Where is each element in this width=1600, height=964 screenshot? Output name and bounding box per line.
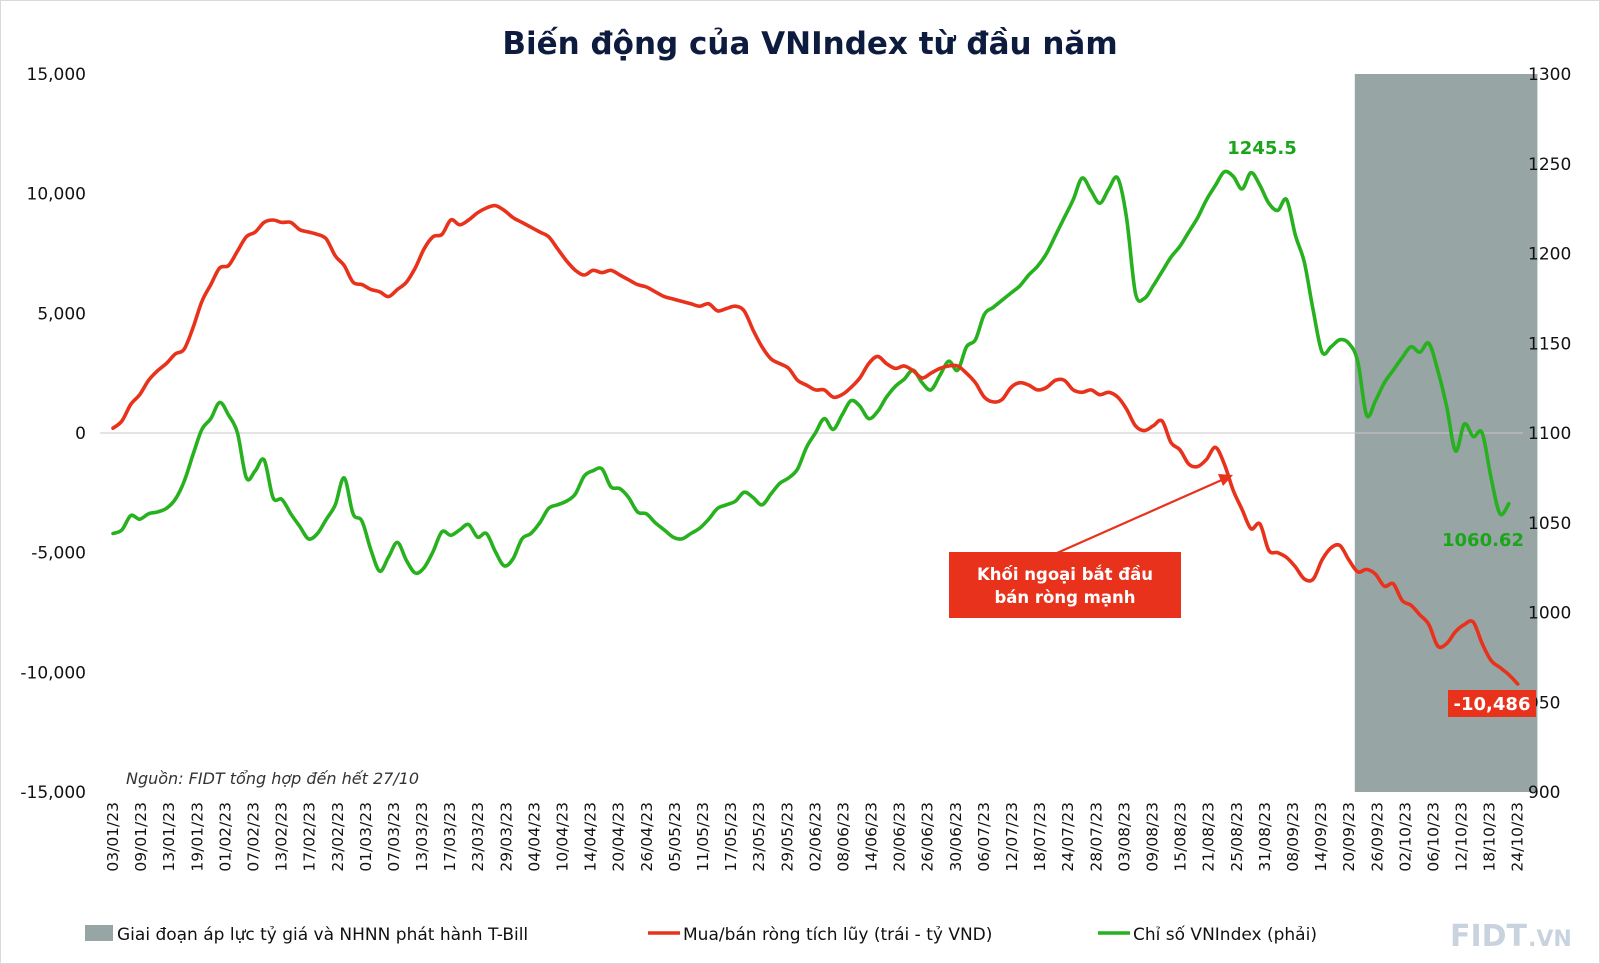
x-axis-tick-label: 12/07/23 [1003, 802, 1021, 872]
x-axis-tick-label: 21/08/23 [1200, 802, 1218, 872]
left-axis-tick-label: -15,000 [20, 783, 86, 803]
right-axis-tick-label: 1300 [1528, 65, 1571, 85]
x-axis-tick-label: 11/05/23 [694, 802, 712, 872]
end-flow-value-box [1448, 690, 1536, 717]
x-axis-tick-label: 26/09/23 [1368, 802, 1386, 872]
x-axis-tick-label: 17/05/23 [722, 802, 740, 872]
x-axis-tick-label: 01/03/23 [357, 802, 375, 872]
callout-box [949, 552, 1181, 618]
right-axis-tick-label: 900 [1528, 783, 1560, 803]
end-flow-value-label: -10,486 [1454, 694, 1531, 715]
series-line-net-flow [111, 203, 1520, 686]
callout-arrow [1056, 477, 1225, 555]
x-axis-tick-label: 13/01/23 [160, 802, 178, 872]
x-axis-tick-label: 02/06/23 [806, 802, 824, 872]
x-axis-tick-label: 30/06/23 [947, 802, 965, 872]
x-axis-tick-label: 25/08/23 [1228, 802, 1246, 872]
x-axis-tick-label: 15/08/23 [1172, 802, 1190, 872]
x-axis-tick-label: 23/05/23 [750, 802, 768, 872]
x-axis-tick-label: 14/06/23 [863, 802, 881, 872]
left-axis-tick-label: 10,000 [27, 185, 86, 205]
brand-logo-main: FIDT [1450, 919, 1528, 954]
right-axis-tick-label: 1200 [1528, 245, 1571, 265]
x-axis-tick-label: 28/07/23 [1087, 802, 1105, 872]
right-axis-tick-label: 1050 [1528, 514, 1571, 534]
x-axis-tick-label: 09/08/23 [1144, 802, 1162, 872]
x-axis-tick-label: 02/10/23 [1396, 802, 1414, 872]
brand-logo-suffix: .VN [1528, 927, 1572, 952]
x-axis-tick-label: 18/10/23 [1481, 802, 1499, 872]
right-axis-tick-label: 1100 [1528, 424, 1571, 444]
x-axis-tick-label: 09/01/23 [132, 802, 150, 872]
brand-logo: FIDT .VN [1450, 919, 1572, 954]
x-axis-tick-label: 03/08/23 [1115, 802, 1133, 872]
x-axis-tick-label: 20/09/23 [1340, 802, 1358, 872]
left-axis-tick-label: -5,000 [31, 544, 86, 564]
x-axis-tick-label: 12/10/23 [1453, 802, 1471, 872]
x-axis-tick-label: 23/02/23 [329, 802, 347, 872]
x-axis-tick-label: 10/04/23 [554, 802, 572, 872]
x-axis-tick-label: 29/05/23 [778, 802, 796, 872]
chart-title: Biến động của VNIndex từ đầu năm [502, 26, 1117, 62]
right-axis-tick-label: 1250 [1528, 155, 1571, 175]
left-axis-tick-label: 15,000 [27, 65, 86, 85]
legend-label-index: Chỉ số VNIndex (phải) [1133, 924, 1317, 945]
legend-label-flow: Mua/bán ròng tích lũy (trái - tỷ VND) [683, 925, 992, 945]
source-note: Nguồn: FIDT tổng hợp đến hết 27/10 [126, 769, 419, 788]
left-axis-tick-label: 0 [75, 424, 86, 444]
x-axis-tick-label: 14/04/23 [582, 802, 600, 872]
x-axis-tick-label: 17/03/23 [441, 802, 459, 872]
x-axis-tick-label: 18/07/23 [1031, 802, 1049, 872]
legend-swatch-shaded [85, 925, 113, 941]
x-axis-tick-label: 20/04/23 [610, 802, 628, 872]
end-index-value-label: 1060.62 [1442, 530, 1524, 551]
legend: Giai đoạn áp lực tỷ giá và NHNN phát hàn… [85, 924, 1317, 945]
x-axis-tick-label: 06/07/23 [975, 802, 993, 872]
x-axis-tick-label: 29/03/23 [497, 802, 515, 872]
x-axis-tick-label: 26/06/23 [919, 802, 937, 872]
x-axis-tick-label: 31/08/23 [1256, 802, 1274, 872]
x-axis-tick-label: 26/04/23 [638, 802, 656, 872]
x-axis-tick-label: 08/06/23 [834, 802, 852, 872]
x-axis-tick-label: 24/07/23 [1059, 802, 1077, 872]
x-axis-tick-label: 20/06/23 [891, 802, 909, 872]
x-axis-tick-label: 08/09/23 [1284, 802, 1302, 872]
left-axis-tick-label: 5,000 [37, 304, 86, 324]
x-axis-tick-label: 14/09/23 [1312, 802, 1330, 872]
x-axis-tick-label: 05/05/23 [666, 802, 684, 872]
x-axis-tick-label: 19/01/23 [188, 802, 206, 872]
legend-label-shaded: Giai đoạn áp lực tỷ giá và NHNN phát hàn… [117, 925, 528, 945]
x-axis-tick-label: 13/03/23 [413, 802, 431, 872]
x-axis-tick-label: 03/01/23 [104, 802, 122, 872]
x-axis-tick-label: 17/02/23 [301, 802, 319, 872]
callout-line-1: Khối ngoại bắt đầu [977, 565, 1153, 584]
x-axis-tick-label: 01/02/23 [216, 802, 234, 872]
series-line-vnindex [111, 169, 1511, 576]
right-axis-tick-label: 950 [1528, 693, 1560, 713]
x-axis-tick-label: 07/03/23 [385, 802, 403, 872]
callout-arrowhead [1218, 474, 1233, 486]
x-axis-tick-label: 04/04/23 [525, 802, 543, 872]
right-axis-tick-label: 1150 [1528, 334, 1571, 354]
right-axis-tick-label: 1000 [1528, 604, 1571, 624]
peak-value-label: 1245.5 [1227, 138, 1296, 159]
left-axis-tick-label: -10,000 [20, 663, 86, 683]
x-axis-tick-label: 24/10/23 [1509, 802, 1527, 872]
callout-line-2: bán ròng mạnh [994, 588, 1135, 607]
x-axis-tick-label: 06/10/23 [1424, 802, 1442, 872]
x-axis-tick-label: 23/03/23 [469, 802, 487, 872]
x-axis-tick-label: 07/02/23 [244, 802, 262, 872]
x-axis-tick-label: 13/02/23 [273, 802, 291, 872]
